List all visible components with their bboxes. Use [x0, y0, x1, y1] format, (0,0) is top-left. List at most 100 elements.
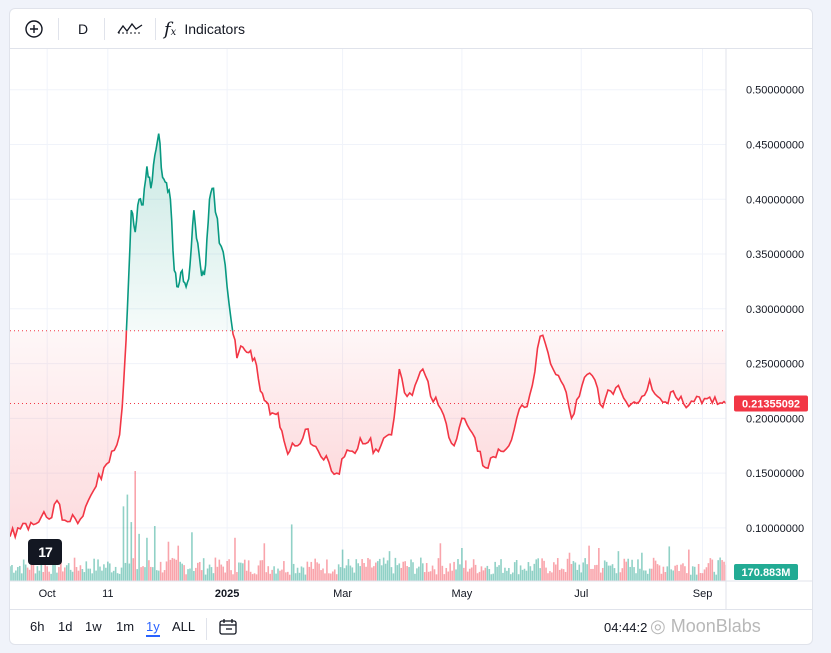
- volume-bar: [212, 573, 215, 581]
- volume-bar: [163, 570, 166, 581]
- volume-bar: [155, 570, 158, 581]
- range-1m-button[interactable]: 1m: [116, 619, 135, 634]
- volume-bar: [326, 559, 328, 581]
- price-axis[interactable]: 0.50000000 0.45000000 0.40000000 0.35000000…: [746, 85, 804, 535]
- volume-bar: [349, 565, 352, 581]
- volume-bar: [343, 568, 346, 581]
- range-1d-button[interactable]: 1d: [58, 619, 73, 634]
- volume-bar: [267, 566, 270, 581]
- volume-bar: [529, 566, 532, 581]
- volume-bar: [521, 569, 524, 581]
- volume-bar: [73, 557, 76, 581]
- range-6h-button[interactable]: 6h: [30, 619, 45, 634]
- volume-bar: [654, 560, 657, 581]
- volume-bar: [420, 557, 422, 581]
- toolbar-divider: [155, 18, 156, 40]
- volume-bar: [541, 558, 543, 581]
- volume-bar: [157, 570, 160, 581]
- volume-bar: [232, 574, 234, 581]
- last-price-label: 0.21355092: [742, 399, 800, 411]
- add-symbol-button[interactable]: [20, 15, 48, 43]
- volume-bar: [183, 565, 185, 581]
- volume-bar: [429, 571, 432, 581]
- volume-bar: [175, 559, 178, 581]
- volume-bar: [590, 568, 592, 581]
- volume-bar: [202, 558, 205, 581]
- clock[interactable]: 04:44:2: [604, 620, 648, 635]
- volume-bar: [247, 560, 250, 581]
- volume-bar: [298, 572, 301, 581]
- volume-bar: [361, 559, 363, 581]
- volume-bar: [461, 548, 463, 581]
- volume-bar: [398, 563, 401, 581]
- volume-bar: [435, 574, 438, 581]
- volume-bar: [684, 566, 686, 581]
- volume-bar: [531, 570, 534, 581]
- volume-bar: [517, 574, 520, 581]
- volume-bar: [52, 558, 54, 581]
- volume-bar: [492, 573, 495, 581]
- volume-bar: [566, 558, 569, 581]
- volume-bar: [126, 494, 129, 581]
- volume-bar: [22, 559, 25, 581]
- price-tick-label: 0.10000000: [746, 523, 804, 535]
- time-axis[interactable]: Oct 11 2025 Mar May Jul Sep: [39, 588, 713, 600]
- volume-bar: [101, 570, 103, 581]
- volume-bar: [75, 567, 78, 581]
- range-1w-button[interactable]: 1w: [85, 619, 102, 634]
- price-tick-label: 0.45000000: [746, 140, 804, 152]
- volume-bar: [478, 571, 481, 581]
- area-below-baseline: [232, 330, 726, 475]
- volume-bar: [17, 567, 19, 581]
- range-all-button[interactable]: ALL: [172, 619, 196, 634]
- volume-bar: [584, 558, 586, 581]
- volume-bar: [474, 564, 477, 581]
- volume-bar: [558, 569, 561, 581]
- volume-bar: [631, 559, 633, 581]
- volume-bar: [598, 548, 600, 581]
- volume-bar: [206, 568, 209, 581]
- volume-bar: [34, 573, 37, 581]
- volume-bar: [347, 559, 350, 581]
- volume-bar: [341, 549, 344, 581]
- volume-bar: [496, 566, 498, 581]
- volume-bar: [138, 533, 140, 581]
- tradingview-logo-icon[interactable]: 17: [28, 539, 62, 565]
- volume-label: 170.883M: [742, 567, 791, 579]
- volume-bar: [318, 563, 320, 581]
- range-1y-button[interactable]: 1y: [146, 619, 160, 637]
- price-chart[interactable]: 0.50000000 0.45000000 0.40000000 0.35000000…: [10, 49, 812, 609]
- volume-bar: [253, 573, 256, 581]
- date-range-button[interactable]: [218, 618, 238, 641]
- volume-bar: [331, 571, 334, 581]
- volume-bar: [369, 559, 371, 581]
- volume-bar: [65, 565, 68, 581]
- volume-bar: [695, 574, 698, 581]
- top-toolbar: D fx Indicators: [10, 9, 812, 49]
- volume-bar: [539, 568, 541, 581]
- volume-bar: [240, 562, 242, 581]
- volume-bar: [414, 573, 416, 581]
- volume-bar: [292, 563, 295, 581]
- volume-bar: [146, 537, 148, 581]
- interval-button[interactable]: D: [77, 21, 89, 37]
- chart-style-button[interactable]: [114, 15, 146, 43]
- volume-bar: [527, 562, 530, 581]
- volume-bar: [144, 567, 146, 581]
- volume-bar: [42, 571, 45, 581]
- volume-bar: [449, 563, 451, 581]
- area-below-baseline: [10, 330, 127, 538]
- volume-bar: [553, 562, 555, 581]
- volume-bar: [609, 565, 612, 581]
- volume-bar: [570, 564, 573, 581]
- price-tick-label: 0.20000000: [746, 413, 804, 425]
- indicators-button[interactable]: fx Indicators: [164, 15, 258, 43]
- volume-bar: [18, 565, 21, 581]
- volume-bar: [63, 567, 66, 581]
- volume-bar: [38, 570, 41, 581]
- volume-bar: [191, 532, 193, 581]
- volume-bar: [204, 574, 207, 581]
- volume-bar: [265, 572, 268, 581]
- volume-bar: [97, 559, 99, 581]
- volume-bar: [416, 568, 418, 581]
